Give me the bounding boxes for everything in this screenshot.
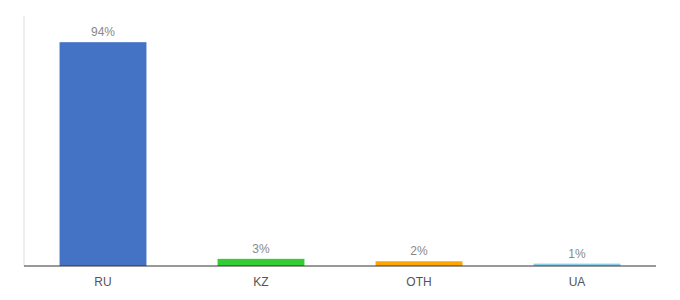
bar: [218, 259, 305, 266]
x-tick-label: RU: [94, 275, 111, 289]
x-tick-label: OTH: [406, 275, 431, 289]
bar: [60, 42, 147, 266]
x-tick-label: UA: [569, 275, 586, 289]
data-label: 2%: [410, 244, 428, 258]
data-label: 1%: [568, 247, 586, 261]
bar: [376, 261, 463, 266]
data-labels: 94% 3% 2% 1%: [91, 25, 586, 260]
chart: 94% 3% 2% 1% RU KZ OTH UA: [0, 0, 680, 300]
data-label: 94%: [91, 25, 115, 39]
bars: [60, 42, 621, 266]
x-axis-line: [24, 266, 656, 267]
data-label: 3%: [252, 242, 270, 256]
x-ticks: RU KZ OTH UA: [94, 275, 585, 289]
x-tick-label: KZ: [253, 275, 268, 289]
y-axis-line: [24, 16, 25, 266]
chart-container: 94% 3% 2% 1% RU KZ OTH UA: [0, 0, 680, 300]
